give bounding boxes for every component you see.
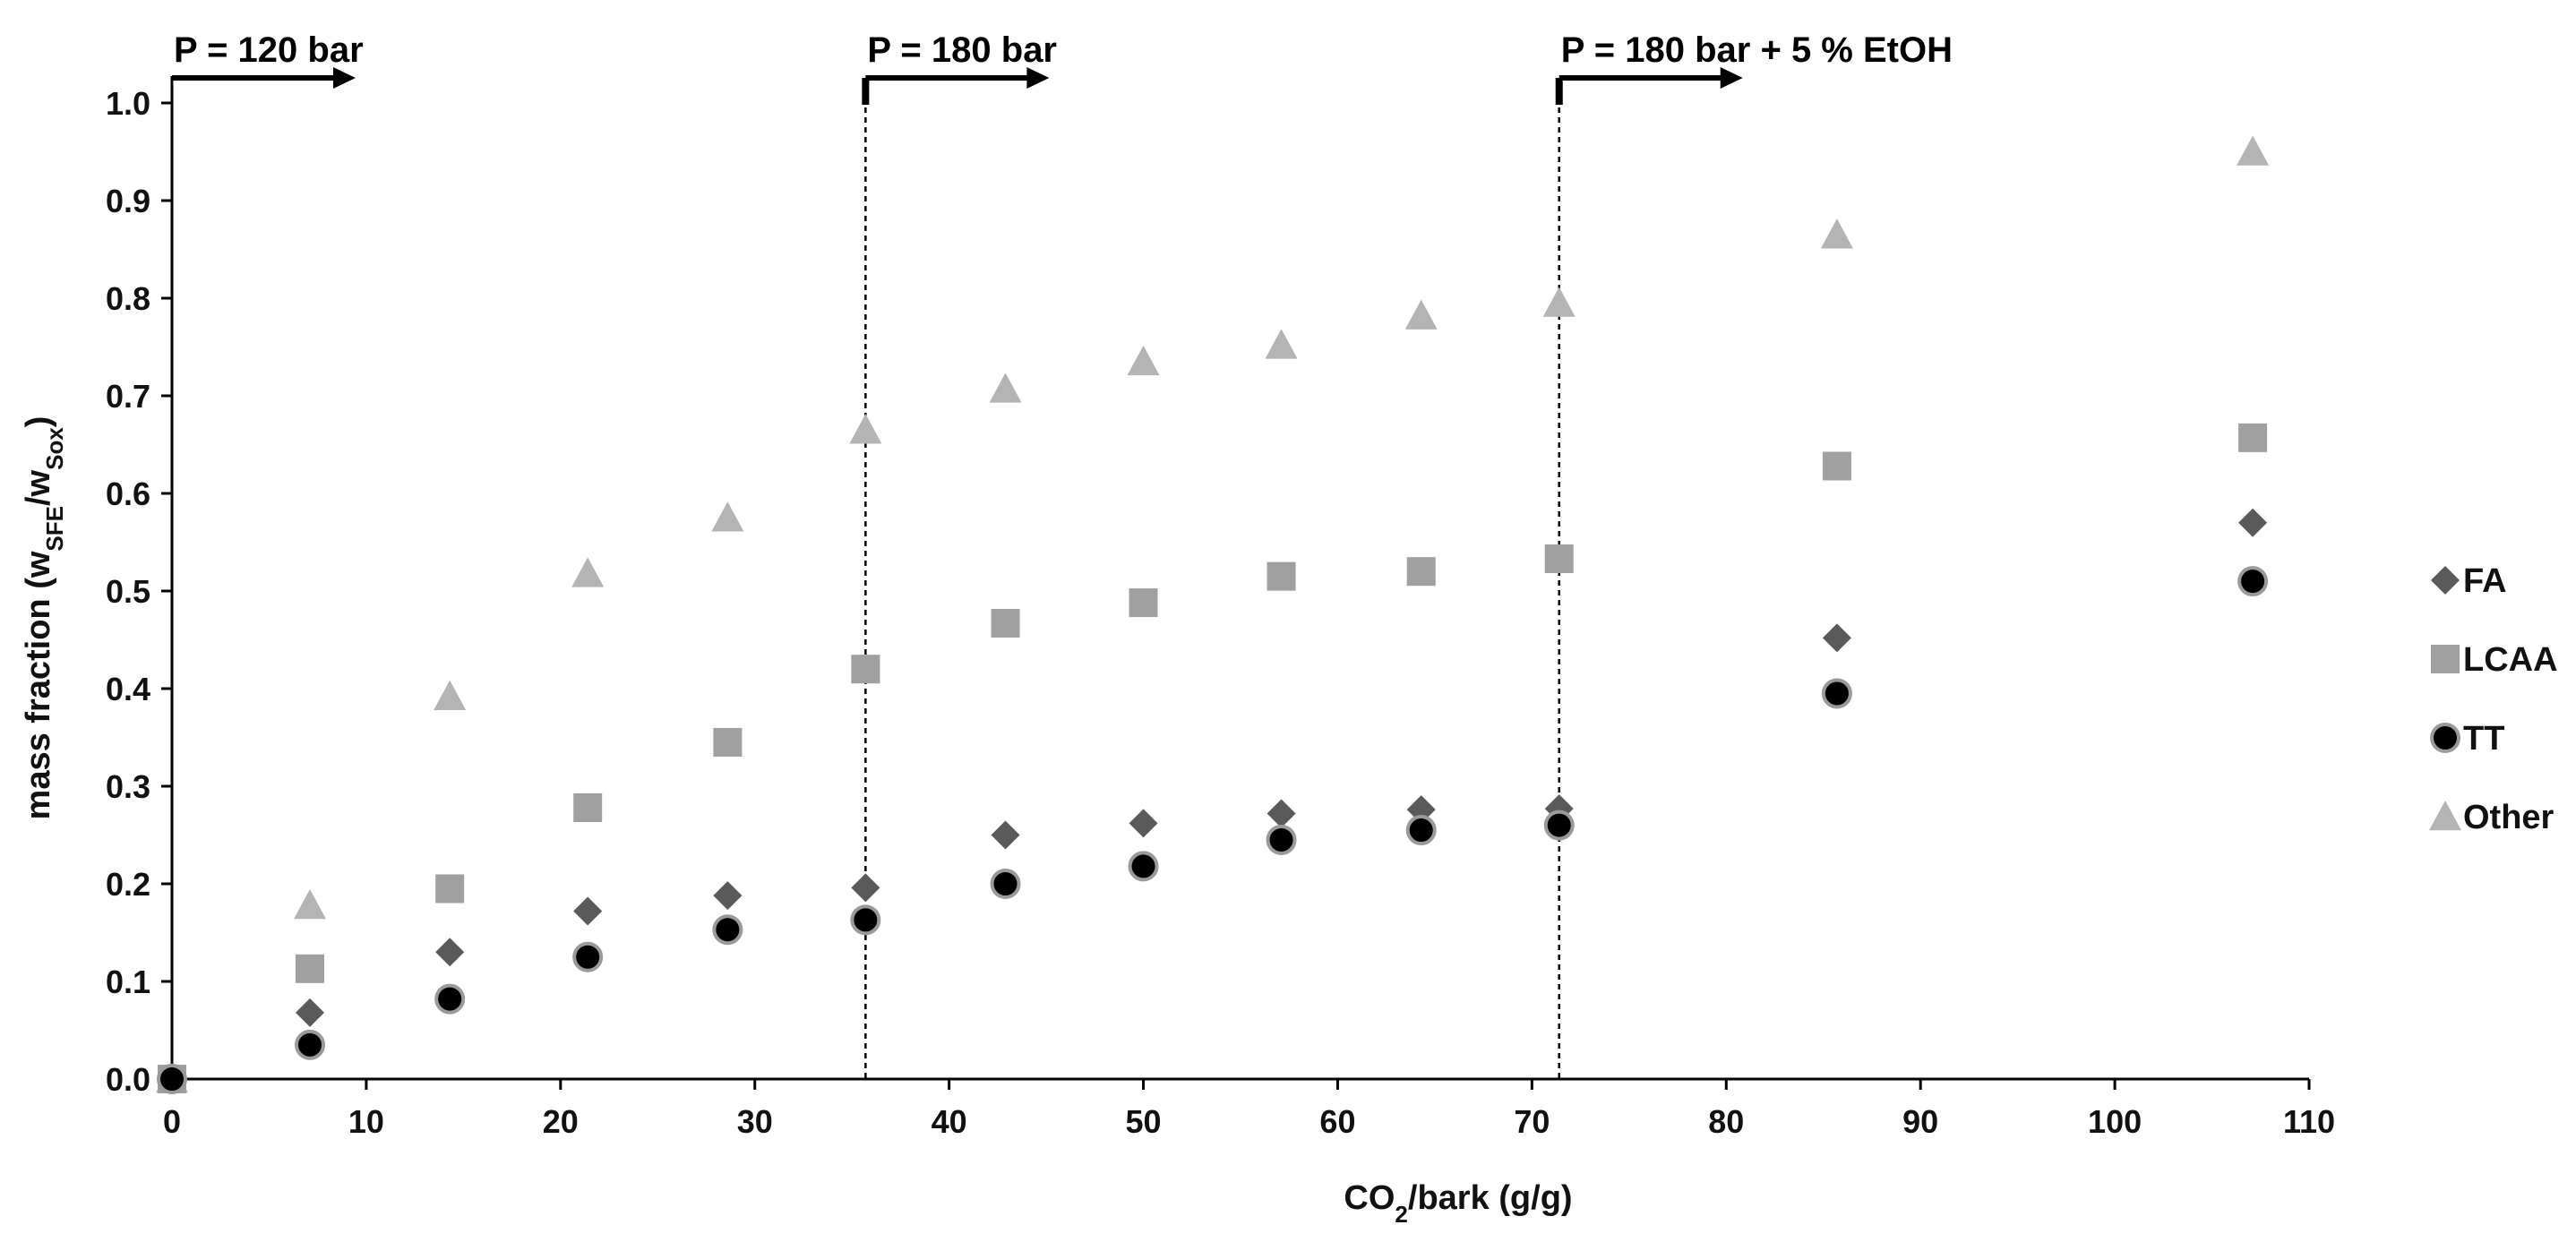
- point-fa: [991, 820, 1020, 850]
- x-tick-label: 10: [348, 1103, 384, 1140]
- point-other: [711, 501, 744, 532]
- point-tt: [295, 1029, 326, 1060]
- point-fa: [1822, 623, 1851, 653]
- legend-label-lcaa: LCAA: [2463, 641, 2558, 679]
- x-tick-label: 0: [163, 1103, 181, 1140]
- point-fa: [1267, 799, 1296, 828]
- point-fa: [573, 896, 603, 926]
- y-tick-label: 0.5: [106, 573, 150, 610]
- legend: FA LCAA TT Other: [2429, 562, 2558, 836]
- point-lcaa: [296, 954, 325, 983]
- point-lcaa: [1822, 451, 1851, 481]
- point-tt: [850, 904, 881, 936]
- point-lcaa: [2238, 423, 2268, 452]
- point-fa: [2238, 508, 2268, 537]
- point-other: [434, 680, 467, 711]
- point-lcaa: [1544, 544, 1574, 574]
- x-axis-title: CO2/bark (g/g): [1344, 1179, 1572, 1228]
- stage-label: P = 180 bar + 5 % EtOH: [1561, 30, 1953, 70]
- legend-marker-lcaa: [2431, 645, 2460, 673]
- point-tt: [157, 1064, 187, 1094]
- y-tick-label: 1.0: [106, 85, 150, 122]
- x-tick-label: 40: [932, 1103, 967, 1140]
- x-tick-label: 50: [1126, 1103, 1162, 1140]
- point-other: [849, 414, 882, 444]
- y-tick-label: 0.2: [106, 866, 150, 903]
- point-other: [1542, 287, 1576, 317]
- x-tick-label: 90: [1902, 1103, 1938, 1140]
- point-other: [989, 373, 1022, 403]
- x-tick-label: 100: [2088, 1103, 2142, 1140]
- x-tick-label: 80: [1708, 1103, 1744, 1140]
- point-tt: [2237, 566, 2269, 597]
- x-tick-label: 70: [1514, 1103, 1550, 1140]
- axes-layer: 0.0 0.1 0.2 0.3 0.4 0.5 0.6 0.7 0.8 0.9 1.0 0 10 20 30…: [106, 76, 2335, 1140]
- y-tick-label: 0.0: [106, 1061, 150, 1098]
- point-tt: [1543, 809, 1575, 841]
- point-tt: [1821, 678, 1852, 709]
- point-fa: [1129, 809, 1158, 838]
- y-tick-label: 0.3: [106, 768, 150, 805]
- y-tick-label: 0.4: [106, 671, 150, 707]
- x-tick-label: 30: [737, 1103, 773, 1140]
- y-tick-label: 0.9: [106, 183, 150, 219]
- point-other: [1265, 329, 1298, 359]
- point-tt: [1128, 851, 1159, 882]
- legend-marker-fa: [2431, 566, 2460, 595]
- point-fa: [851, 873, 880, 903]
- stage-arrow-head: [1026, 67, 1050, 89]
- point-fa: [435, 938, 465, 967]
- x-tick-label: 20: [543, 1103, 579, 1140]
- point-lcaa: [1406, 557, 1436, 587]
- point-other: [294, 888, 327, 920]
- point-tt: [712, 914, 743, 946]
- x-tick-label: 110: [2283, 1103, 2335, 1140]
- point-lcaa: [1267, 561, 1296, 591]
- stage-arrow-head: [333, 67, 356, 89]
- point-lcaa: [573, 792, 603, 822]
- legend-label-tt: TT: [2463, 720, 2504, 758]
- y-tick-label: 0.1: [106, 964, 150, 1000]
- legend-marker-tt: [2430, 723, 2460, 753]
- point-lcaa: [713, 727, 743, 757]
- point-other: [1127, 345, 1160, 376]
- legend-marker-other: [2429, 801, 2461, 831]
- legend-label-other: Other: [2463, 799, 2555, 836]
- stage-label: P = 180 bar: [867, 30, 1057, 70]
- point-lcaa: [991, 608, 1020, 638]
- point-tt: [572, 941, 604, 972]
- point-other: [1404, 299, 1438, 330]
- point-lcaa: [1129, 588, 1158, 618]
- legend-label-fa: FA: [2463, 562, 2507, 600]
- point-lcaa: [435, 874, 465, 904]
- point-tt: [434, 983, 466, 1015]
- point-tt: [1266, 824, 1297, 855]
- marks-layer: [156, 135, 2270, 1094]
- point-other: [2237, 135, 2270, 166]
- point-lcaa: [851, 655, 880, 684]
- point-fa: [713, 881, 743, 911]
- point-other: [1820, 218, 1853, 249]
- x-tick-label: 60: [1319, 1103, 1355, 1140]
- point-fa: [296, 998, 325, 1027]
- stage-arrow-head: [1720, 67, 1743, 89]
- y-tick-label: 0.6: [106, 475, 150, 512]
- y-tick-label: 0.8: [106, 280, 150, 317]
- y-axis-title: mass fraction (wSFE/wSox): [20, 416, 68, 820]
- point-tt: [1405, 815, 1437, 846]
- point-other: [571, 557, 605, 587]
- y-tick-label: 0.7: [106, 378, 150, 415]
- annotation-layer: P = 120 bar P = 180 bar P = 180 bar + 5 % …: [172, 30, 1953, 1079]
- stage-label: P = 120 bar: [174, 30, 364, 70]
- point-tt: [990, 869, 1021, 899]
